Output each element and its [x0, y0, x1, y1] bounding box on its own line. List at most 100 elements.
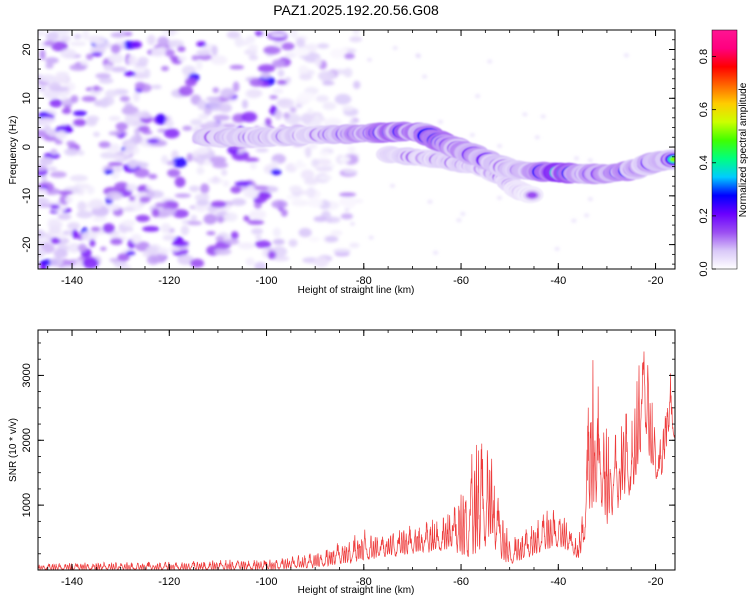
- heatmap-noise-cell: [139, 196, 151, 204]
- heatmap-noise-cell: [497, 196, 502, 200]
- heatmap-noise-cell: [77, 201, 86, 212]
- heatmap-noise-cell: [110, 238, 123, 245]
- heatmap-noise-cell: [107, 53, 125, 64]
- heatmap-noise-cell: [254, 240, 272, 249]
- heatmap-noise-cell: [309, 142, 318, 150]
- heatmap-noise-cell: [121, 207, 135, 212]
- spectrogram-x-tick-label: -100: [256, 275, 278, 287]
- heatmap-noise-cell: [146, 34, 156, 46]
- heatmap-noise-cell: [288, 239, 298, 248]
- heatmap-noise-cell: [161, 155, 169, 165]
- heatmap-noise-cell: [217, 216, 224, 224]
- heatmap-noise-cell: [339, 192, 357, 197]
- heatmap-noise-cell: [67, 243, 81, 253]
- heatmap-noise-cell: [333, 248, 351, 254]
- heatmap-noise-cell: [272, 255, 290, 262]
- heatmap-noise-cell: [52, 86, 70, 92]
- heatmap-noise-cell: [195, 60, 203, 71]
- heatmap-noise-cell: [167, 168, 181, 178]
- heatmap-noise-cell: [166, 160, 175, 166]
- heatmap-noise-cell: [237, 40, 250, 46]
- colorbar-gradient: [712, 30, 737, 269]
- heatmap-noise-cell: [226, 31, 241, 39]
- heatmap-noise-cell: [38, 229, 46, 239]
- heatmap-noise-cell: [142, 226, 160, 232]
- heatmap-noise-cell: [322, 81, 335, 86]
- spectrogram-y-tick-label: -10: [21, 188, 33, 204]
- heatmap-noise-cell: [427, 200, 433, 204]
- heatmap-noise-cell: [243, 189, 259, 199]
- heatmap-noise-cell: [131, 40, 142, 49]
- heatmap-noise-cell: [392, 46, 398, 50]
- heatmap-noise-cell: [210, 200, 227, 208]
- snr-x-tick-label: -20: [648, 576, 664, 588]
- heatmap-noise-cell: [277, 69, 285, 78]
- heatmap-noise-cell: [106, 191, 123, 201]
- heatmap-noise-cell: [73, 118, 87, 127]
- heatmap-noise-cell: [100, 152, 116, 159]
- heatmap-noise-cell: [162, 200, 179, 210]
- heatmap-noise-cell: [69, 174, 88, 182]
- heatmap-noise-cell: [146, 190, 155, 196]
- heatmap-noise-cell: [155, 113, 166, 125]
- heatmap-noise-cell: [38, 247, 46, 258]
- heatmap-noise-cell: [347, 146, 356, 153]
- heatmap-noise-cell: [260, 72, 271, 79]
- heatmap-noise-cell: [127, 55, 137, 66]
- snr-series-line: [38, 351, 675, 570]
- heatmap-noise-cell: [58, 190, 73, 195]
- heatmap-noise-cell: [123, 71, 136, 77]
- heatmap-noise-cell: [109, 258, 121, 263]
- heatmap-noise-cell: [102, 223, 115, 234]
- colorbar-ticks: 0.0 0.2 0.4 0.6 0.8: [698, 49, 716, 277]
- snr-y-label: SNR (10 * v/v): [8, 418, 19, 482]
- snr-x-tick-label: -60: [453, 576, 469, 588]
- heatmap-noise-cell: [135, 214, 150, 222]
- heatmap-noise-cell: [324, 117, 342, 127]
- heatmap-noise-cell: [243, 215, 250, 222]
- heatmap-noise-cell: [130, 233, 142, 244]
- heatmap-noise-cell: [44, 57, 59, 64]
- heatmap-noise-cell: [56, 232, 66, 240]
- heatmap-noise-cell: [73, 110, 87, 117]
- heatmap-noise-cell: [92, 216, 107, 222]
- heatmap-noise-cell: [269, 95, 278, 100]
- heatmap-noise-cell: [276, 79, 288, 85]
- spectrogram-frame: [37, 29, 676, 270]
- heatmap-noise-cell: [69, 41, 87, 47]
- heatmap-noise-cell: [330, 48, 346, 59]
- heatmap-noise-cell: [415, 54, 421, 59]
- heatmap-noise-cell: [64, 148, 79, 156]
- spectrogram-y-tick-label: 20: [21, 43, 33, 55]
- heatmap-noise-cell: [306, 187, 316, 198]
- heatmap-noise-cell: [554, 247, 560, 251]
- heatmap-noise-cell: [438, 120, 443, 124]
- heatmap-noise-cell: [222, 123, 237, 129]
- heatmap-noise-cell: [191, 55, 200, 61]
- heatmap-noise-cell: [182, 125, 193, 131]
- snr-y-tick-label: 3000: [21, 363, 33, 387]
- heatmap-noise-cell: [497, 144, 503, 148]
- heatmap-noise-cell: [82, 257, 99, 269]
- heatmap-noise-cell: [60, 48, 77, 59]
- heatmap-noise-cell: [334, 93, 352, 105]
- chart-title: PAZ1.2025.192.20.56.G08: [273, 2, 439, 18]
- snr-x-tick-label: -80: [356, 576, 372, 588]
- heatmap-noise-cell: [161, 30, 179, 35]
- heatmap-noise-cell: [249, 78, 264, 87]
- heatmap-noise-cell: [100, 246, 107, 251]
- heatmap-noise-cell: [218, 103, 232, 113]
- heatmap-noise-cell: [344, 208, 350, 212]
- heatmap-noise-cell: [345, 154, 351, 158]
- heatmap-noise-cell: [164, 120, 174, 128]
- heatmap-noise-cell: [244, 157, 260, 162]
- heatmap-noise-cell: [584, 213, 590, 218]
- heatmap-noise-cell: [145, 185, 153, 191]
- heatmap-noise-cell: [127, 226, 134, 232]
- heatmap-noise-cell: [254, 30, 264, 37]
- heatmap-noise-cell: [113, 166, 123, 173]
- heatmap-noise-cell: [203, 106, 212, 116]
- heatmap-noise-cell: [368, 235, 374, 240]
- heatmap-noise-cell: [322, 102, 337, 110]
